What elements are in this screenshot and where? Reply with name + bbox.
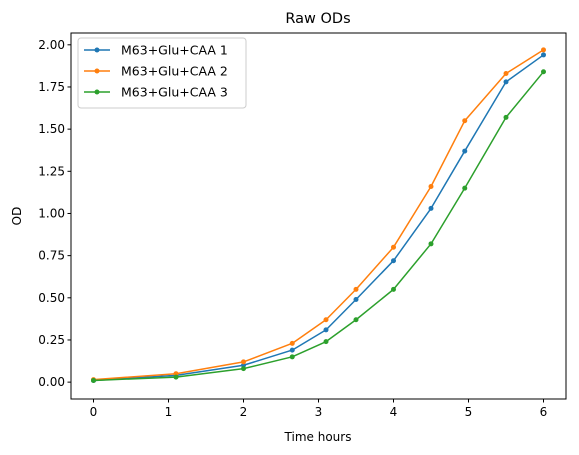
- legend-entry: M63+Glu+CAA 1: [84, 43, 228, 58]
- y-tick-label: 0.50: [38, 291, 65, 305]
- data-point: [428, 241, 434, 247]
- data-point: [241, 359, 246, 365]
- legend: M63+Glu+CAA 1 M63+Glu+CAA 2 M63+Glu+CAA 3: [77, 37, 247, 109]
- data-point: [323, 339, 329, 345]
- data-point: [503, 70, 509, 76]
- data-point: [391, 258, 396, 264]
- x-axis-ticks: 0 1 2 3 4 5 6: [90, 399, 548, 419]
- data-point: [353, 317, 359, 323]
- data-point: [289, 354, 295, 360]
- data-point: [323, 317, 329, 323]
- data-point: [541, 47, 546, 53]
- data-point: [323, 327, 329, 333]
- chart-title: Raw ODs: [285, 11, 350, 27]
- x-tick-label: 1: [165, 405, 173, 419]
- legend-swatch-marker: [94, 68, 100, 74]
- y-tick-label: 0.00: [38, 375, 65, 389]
- data-point: [503, 114, 509, 120]
- data-point: [391, 244, 396, 250]
- legend-box: [77, 37, 247, 109]
- data-point: [503, 79, 509, 85]
- legend-label: M63+Glu+CAA 1: [121, 43, 228, 58]
- plot-area: 0 1 2 3 4 5 6 0.00 0.25 0.50 0.75 1.00 1.25 1.50 1.75…: [38, 32, 567, 419]
- x-tick-label: 4: [390, 405, 398, 419]
- legend-entry: M63+Glu+CAA 2: [84, 64, 228, 79]
- data-point: [289, 340, 295, 346]
- y-axis-ticks: 0.00 0.25 0.50 0.75 1.00 1.25 1.50 1.75 2.00: [38, 38, 71, 389]
- data-point: [173, 374, 179, 380]
- series-3: [91, 69, 546, 383]
- x-tick-label: 6: [540, 405, 548, 419]
- y-tick-label: 1.25: [38, 164, 65, 178]
- x-tick-label: 0: [90, 405, 98, 419]
- legend-label: M63+Glu+CAA 2: [121, 64, 228, 79]
- series-group: [91, 47, 546, 383]
- y-tick-label: 1.50: [38, 122, 65, 136]
- data-point: [541, 69, 546, 75]
- legend-entry: M63+Glu+CAA 3: [84, 85, 228, 100]
- y-tick-label: 0.25: [38, 333, 65, 347]
- data-point: [289, 347, 295, 353]
- x-axis-label: Time hours: [284, 430, 352, 444]
- data-point: [462, 148, 468, 154]
- legend-swatch-marker: [94, 47, 100, 53]
- data-point: [241, 366, 246, 372]
- data-point: [428, 205, 434, 211]
- y-tick-label: 1.00: [38, 206, 65, 220]
- x-tick-label: 5: [465, 405, 473, 419]
- y-tick-label: 1.75: [38, 80, 65, 94]
- y-axis-label: OD: [10, 207, 24, 226]
- data-point: [91, 377, 96, 383]
- y-tick-label: 0.75: [38, 249, 65, 263]
- y-tick-label: 2.00: [38, 38, 65, 52]
- data-point: [462, 118, 468, 124]
- x-tick-label: 2: [240, 405, 248, 419]
- data-point: [353, 286, 359, 292]
- legend-swatch-marker: [94, 89, 100, 95]
- legend-label: M63+Glu+CAA 3: [121, 85, 228, 100]
- data-point: [353, 296, 359, 302]
- data-point: [541, 52, 546, 58]
- data-point: [462, 185, 468, 191]
- data-point: [428, 183, 434, 189]
- x-tick-label: 3: [315, 405, 323, 419]
- data-point: [391, 286, 396, 292]
